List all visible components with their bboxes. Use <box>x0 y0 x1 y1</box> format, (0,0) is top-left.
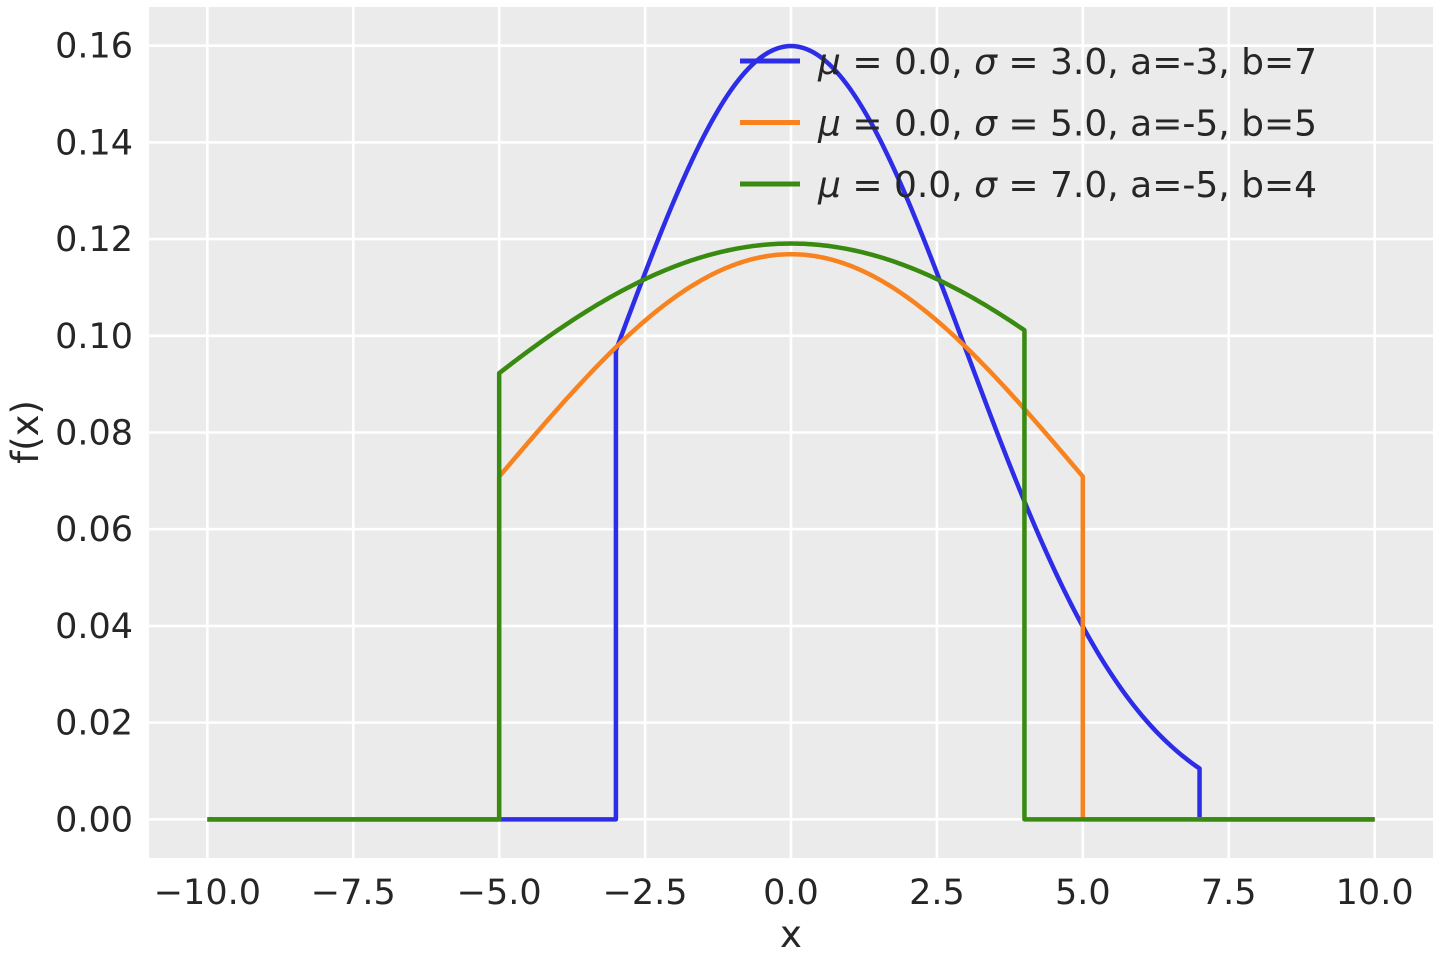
x-tick-labels: −10.0 −7.5 −5.0 −2.5 0.0 2.5 5.0 7.5 10.0 <box>154 873 1414 913</box>
y-tick-label: 0.10 <box>55 317 133 357</box>
y-tick-label: 0.12 <box>55 220 133 260</box>
series-line <box>207 251 1375 822</box>
y-tick-label: 0.08 <box>55 414 133 454</box>
legend-entry: μ = 0.0, σ = 5.0, a=-5, b=5 <box>740 104 1317 145</box>
x-tick-label: −2.5 <box>603 873 688 913</box>
legend: μ = 0.0, σ = 3.0, a=-3, b=7 μ = 0.0, σ = … <box>740 42 1317 206</box>
x-tick-label: 5.0 <box>1055 873 1111 913</box>
legend-entry: μ = 0.0, σ = 3.0, a=-3, b=7 <box>740 42 1317 83</box>
y-tick-label: 0.02 <box>55 704 133 744</box>
legend-entry-label: μ = 0.0, σ = 7.0, a=-5, b=4 <box>817 165 1317 206</box>
x-tick-label: 2.5 <box>909 873 965 913</box>
series-line <box>207 241 1375 822</box>
y-tick-label: 0.06 <box>55 510 133 550</box>
x-tick-label: −7.5 <box>311 873 396 913</box>
x-tick-label: −10.0 <box>154 873 261 913</box>
x-axis-label: x <box>780 913 802 956</box>
x-tick-label: 7.5 <box>1201 873 1257 913</box>
y-tick-label: 0.16 <box>55 27 133 67</box>
legend-entry-label: μ = 0.0, σ = 3.0, a=-3, b=7 <box>817 42 1317 83</box>
x-tick-label: 0.0 <box>763 873 819 913</box>
y-tick-label: 0.00 <box>55 800 133 840</box>
y-axis-label: f(x) <box>4 400 47 464</box>
y-tick-labels: 0.00 0.02 0.04 0.06 0.08 0.10 0.12 0.14 0.16 <box>55 27 133 841</box>
legend-entry-label: μ = 0.0, σ = 5.0, a=-5, b=5 <box>817 104 1317 145</box>
series-line <box>207 43 1375 822</box>
y-tick-label: 0.14 <box>55 123 133 163</box>
x-tick-label: −5.0 <box>457 873 542 913</box>
data-series <box>207 43 1375 822</box>
x-tick-label: 10.0 <box>1336 873 1414 913</box>
legend-entry: μ = 0.0, σ = 7.0, a=-5, b=4 <box>740 165 1317 206</box>
y-tick-label: 0.04 <box>55 607 133 647</box>
